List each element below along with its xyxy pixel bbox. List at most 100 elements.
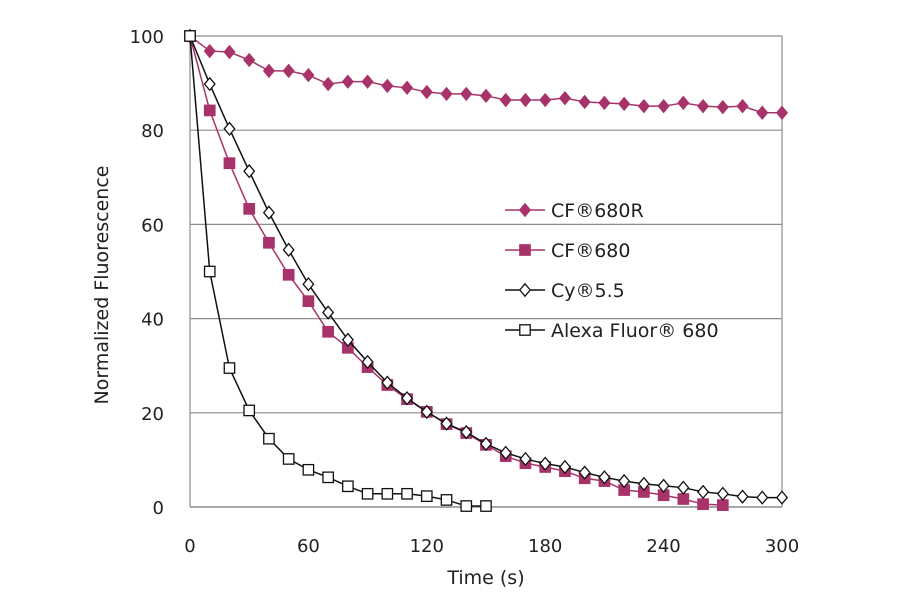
x-tick-label: 120 bbox=[410, 536, 444, 557]
legend: CF®680R CF®680 Cy®5.5 Alexa Fluor® 680 bbox=[505, 200, 719, 342]
data-point bbox=[479, 436, 493, 452]
data-point bbox=[223, 362, 236, 374]
legend-label: Cy®5.5 bbox=[551, 280, 625, 302]
data-point bbox=[598, 470, 611, 485]
data-point bbox=[479, 88, 493, 104]
data-point bbox=[480, 500, 492, 512]
data-point bbox=[401, 80, 414, 96]
data-point bbox=[460, 86, 473, 102]
data-point bbox=[263, 432, 275, 445]
data-point bbox=[697, 484, 710, 500]
data-point bbox=[637, 98, 650, 114]
data-point bbox=[381, 487, 394, 500]
y-tick-label: 20 bbox=[141, 404, 164, 425]
data-point bbox=[558, 459, 571, 475]
data-point bbox=[223, 121, 236, 136]
x-tick-label: 180 bbox=[528, 536, 562, 557]
data-point bbox=[637, 476, 650, 492]
x-axis-label: Time (s) bbox=[446, 567, 524, 589]
y-tick-label: 100 bbox=[130, 27, 164, 48]
data-point bbox=[263, 236, 275, 249]
data-point bbox=[203, 43, 216, 59]
legend-marker bbox=[518, 202, 532, 218]
data-point bbox=[519, 451, 532, 467]
y-tick-label: 60 bbox=[141, 215, 164, 236]
data-point bbox=[460, 424, 473, 440]
data-point bbox=[558, 90, 571, 106]
data-point bbox=[677, 493, 690, 505]
data-point bbox=[578, 94, 591, 110]
data-point bbox=[539, 92, 552, 108]
x-tick-label: 0 bbox=[184, 536, 195, 557]
data-point bbox=[499, 92, 512, 108]
x-tick-label: 240 bbox=[646, 536, 680, 557]
data-point bbox=[420, 404, 433, 420]
y-tick-label: 80 bbox=[141, 121, 164, 142]
legend-item: CF®680 bbox=[505, 240, 630, 262]
data-point bbox=[756, 105, 769, 120]
data-point bbox=[262, 205, 275, 220]
data-point bbox=[618, 96, 631, 112]
data-point bbox=[420, 490, 433, 503]
data-point bbox=[341, 74, 354, 89]
data-point bbox=[697, 498, 709, 511]
data-point bbox=[322, 325, 334, 338]
gridlines bbox=[190, 35, 782, 414]
x-tick-label: 300 bbox=[765, 536, 799, 557]
data-point bbox=[342, 480, 354, 493]
data-point bbox=[775, 490, 789, 505]
legend-item: Cy®5.5 bbox=[505, 280, 625, 302]
x-tick-label: 60 bbox=[297, 536, 320, 557]
data-point bbox=[361, 354, 374, 370]
data-point bbox=[736, 98, 749, 114]
data-point bbox=[598, 95, 611, 111]
data-point bbox=[460, 500, 473, 512]
data-point bbox=[341, 332, 354, 348]
series-3 bbox=[184, 30, 492, 512]
data-point bbox=[381, 375, 394, 390]
data-point bbox=[736, 489, 749, 504]
data-point bbox=[302, 67, 315, 83]
series-2 bbox=[183, 28, 789, 505]
data-point bbox=[440, 416, 453, 431]
data-point bbox=[243, 52, 256, 68]
y-axis-label: Normalized Fluorescence bbox=[91, 166, 113, 405]
data-point bbox=[677, 480, 690, 495]
data-point bbox=[361, 74, 374, 89]
y-tick-label: 0 bbox=[153, 498, 164, 519]
data-point bbox=[756, 490, 769, 505]
legend-label: Alexa Fluor® 680 bbox=[551, 320, 719, 342]
legend-marker bbox=[518, 282, 532, 298]
legend-marker bbox=[519, 324, 531, 336]
axes: 0 20 40 60 80 100 0 60 120 180 240 300 bbox=[130, 27, 800, 557]
data-point bbox=[519, 92, 532, 108]
data-point bbox=[184, 30, 196, 42]
data-point bbox=[440, 494, 453, 506]
data-point bbox=[716, 499, 729, 511]
data-point bbox=[618, 473, 631, 489]
data-point bbox=[302, 295, 315, 308]
data-point bbox=[539, 456, 552, 471]
data-point bbox=[420, 84, 433, 100]
data-point bbox=[302, 277, 315, 292]
data-point bbox=[282, 63, 295, 79]
data-point bbox=[243, 203, 256, 215]
data-point bbox=[401, 487, 413, 500]
data-point bbox=[243, 163, 256, 179]
data-point bbox=[657, 98, 670, 114]
data-point bbox=[302, 463, 315, 476]
data-point bbox=[657, 478, 670, 494]
data-point bbox=[499, 445, 512, 461]
data-point bbox=[697, 98, 710, 114]
data-point bbox=[361, 487, 374, 500]
data-point bbox=[381, 78, 394, 94]
legend-marker bbox=[519, 244, 531, 256]
series-group bbox=[183, 28, 789, 512]
data-point bbox=[716, 99, 729, 115]
legend-label: CF®680 bbox=[551, 240, 630, 262]
data-point bbox=[223, 44, 236, 60]
data-point bbox=[401, 390, 414, 406]
legend-item: Alexa Fluor® 680 bbox=[505, 320, 719, 342]
data-point bbox=[578, 465, 591, 480]
